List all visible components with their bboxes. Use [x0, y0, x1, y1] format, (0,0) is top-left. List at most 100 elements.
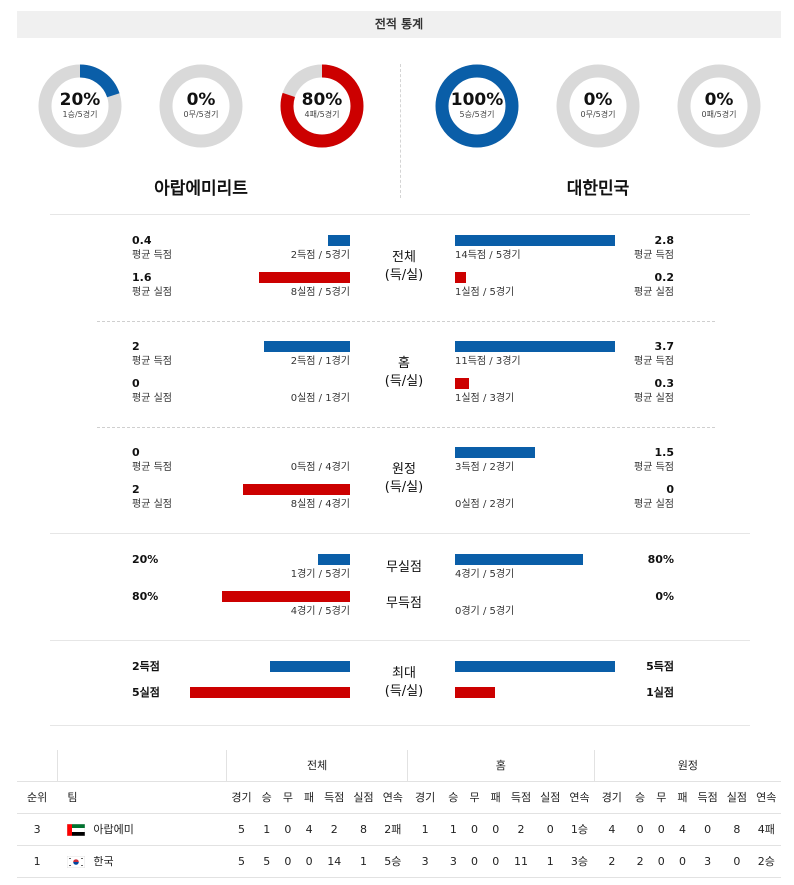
left-avg-conceded-caption: 평균 실점	[132, 287, 172, 298]
donut-track	[159, 64, 243, 148]
header-cell: 경기	[407, 780, 443, 814]
left-scored-detail: 0득점 / 4경기	[290, 462, 350, 473]
team-name-left: 아랍에미리트	[154, 179, 248, 199]
divider	[50, 725, 750, 726]
right-max-conceded-bar	[455, 687, 495, 698]
stat-cell: 4패	[751, 813, 781, 846]
right-conceded-detail: 1실점 / 3경기	[455, 393, 515, 404]
right-avg-scored: 3.7	[654, 340, 675, 353]
divider	[97, 321, 715, 322]
header-cell: 승	[256, 780, 278, 814]
stat-cell: 0	[650, 845, 672, 878]
donut-caption: 0무/5경기	[183, 110, 219, 119]
group-away: 원정	[593, 750, 781, 781]
standings-table: 전체 홈 원정 순위 팀 경기 승 무 패 득점 실점 연속 경기 승 무 패 …	[17, 750, 781, 878]
header-cell: 실점	[535, 780, 565, 814]
stat-cell: 1	[407, 813, 443, 846]
stat-cell: 5승	[378, 845, 408, 878]
left-conceded-detail: 8실점 / 5경기	[290, 287, 350, 298]
stat-cell: 2승	[751, 845, 781, 878]
left-noscore-detail: 4경기 / 5경기	[290, 606, 350, 617]
category-label-bottom: (득/실)	[384, 374, 424, 389]
stat-cell: 0	[485, 813, 507, 846]
donut-caption: 0무/5경기	[580, 110, 616, 119]
donut-segment	[435, 64, 519, 148]
header-cell: 득점	[693, 780, 723, 814]
left-avg-conceded: 1.6	[132, 271, 152, 284]
category-label-max: 최대 (득/실)	[374, 665, 434, 701]
stat-cell: 0	[629, 813, 651, 846]
stat-cell: 1승	[564, 813, 595, 846]
header-cell: 연속	[564, 780, 595, 814]
donut-left-loss: 80% 4패/5경기	[280, 64, 364, 148]
right-avg-scored-caption: 평균 득점	[634, 250, 674, 261]
stat-cell: 3승	[564, 845, 595, 878]
team-cell[interactable]: 한국	[57, 845, 227, 878]
left-avg-conceded: 0	[132, 377, 140, 390]
left-avg-scored: 0	[132, 446, 140, 459]
right-scored-bar	[455, 341, 615, 352]
donut-right-draw: 0% 0무/5경기	[556, 64, 640, 148]
right-avg-conceded: 0	[666, 483, 674, 496]
stat-cell: 0	[650, 813, 672, 846]
left-avg-conceded-caption: 평균 실점	[132, 499, 172, 510]
stat-cell: 1	[348, 845, 379, 878]
stat-cell: 2	[629, 845, 651, 878]
right-scored-detail: 3득점 / 2경기	[455, 462, 515, 473]
right-scored-detail: 14득점 / 5경기	[455, 250, 521, 261]
category-label-away: 원정 (득/실)	[374, 461, 434, 497]
donut-track	[677, 64, 761, 148]
right-max-scored: 5득점	[646, 660, 674, 673]
stat-cell: 8	[348, 813, 379, 846]
stat-cell: 3	[442, 845, 464, 878]
donut-percent: 0%	[704, 90, 734, 110]
left-max-conceded-bar	[190, 687, 350, 698]
left-conceded-bar	[243, 484, 350, 495]
stat-cell: 4	[671, 813, 694, 846]
uae-flag-icon	[67, 823, 86, 837]
stat-cell: 1	[535, 845, 565, 878]
team-name-right: 대한민국	[566, 179, 630, 199]
divider	[50, 214, 750, 215]
stat-cell: 0	[463, 813, 486, 846]
right-avg-conceded: 0.2	[654, 271, 675, 284]
header-cell: 득점	[506, 780, 536, 814]
stat-cell: 0	[463, 845, 486, 878]
rank-cell: 1	[17, 845, 58, 878]
stat-cell: 5	[256, 845, 278, 878]
left-conceded-bar	[259, 272, 350, 283]
left-cleansheet-detail: 1경기 / 5경기	[290, 569, 350, 580]
donut-caption: 5승/5경기	[459, 110, 495, 119]
donut-caption: 4패/5경기	[304, 110, 340, 119]
section-title: 전적 통계	[17, 11, 781, 38]
donut-percent: 100%	[450, 90, 504, 110]
donut-caption: 1승/5경기	[62, 110, 98, 119]
header-cell: 패	[298, 780, 320, 814]
right-avg-scored: 2.8	[654, 234, 675, 247]
stat-cell: 3	[693, 845, 723, 878]
right-max-conceded: 1실점	[646, 686, 674, 699]
donut-segment	[280, 64, 364, 148]
right-avg-scored-caption: 평균 득점	[634, 356, 674, 367]
header-cell: 경기	[594, 780, 630, 814]
category-label-top: 전체	[392, 250, 416, 265]
stat-cell: 0	[298, 845, 320, 878]
left-cleansheet-bar	[318, 554, 350, 565]
stat-cell: 2	[594, 845, 630, 878]
header-cell: 실점	[722, 780, 752, 814]
header-cell: 연속	[378, 780, 408, 814]
right-conceded-detail: 1실점 / 5경기	[455, 287, 515, 298]
divider	[50, 640, 750, 641]
stat-cell: 0	[535, 813, 565, 846]
team-divider	[400, 64, 401, 198]
donut-right-loss: 0% 0패/5경기	[677, 64, 761, 148]
right-noscore-pct: 0%	[655, 590, 674, 603]
category-label-total: 전체 (득/실)	[374, 249, 434, 285]
right-noscore-detail: 0경기 / 5경기	[455, 606, 515, 617]
right-avg-conceded-caption: 평균 실점	[634, 393, 674, 404]
divider	[50, 533, 750, 534]
left-avg-scored: 2	[132, 340, 140, 353]
right-scored-bar	[455, 235, 615, 246]
team-cell[interactable]: 아랍에미	[57, 813, 227, 846]
header-cell: 패	[671, 780, 694, 814]
